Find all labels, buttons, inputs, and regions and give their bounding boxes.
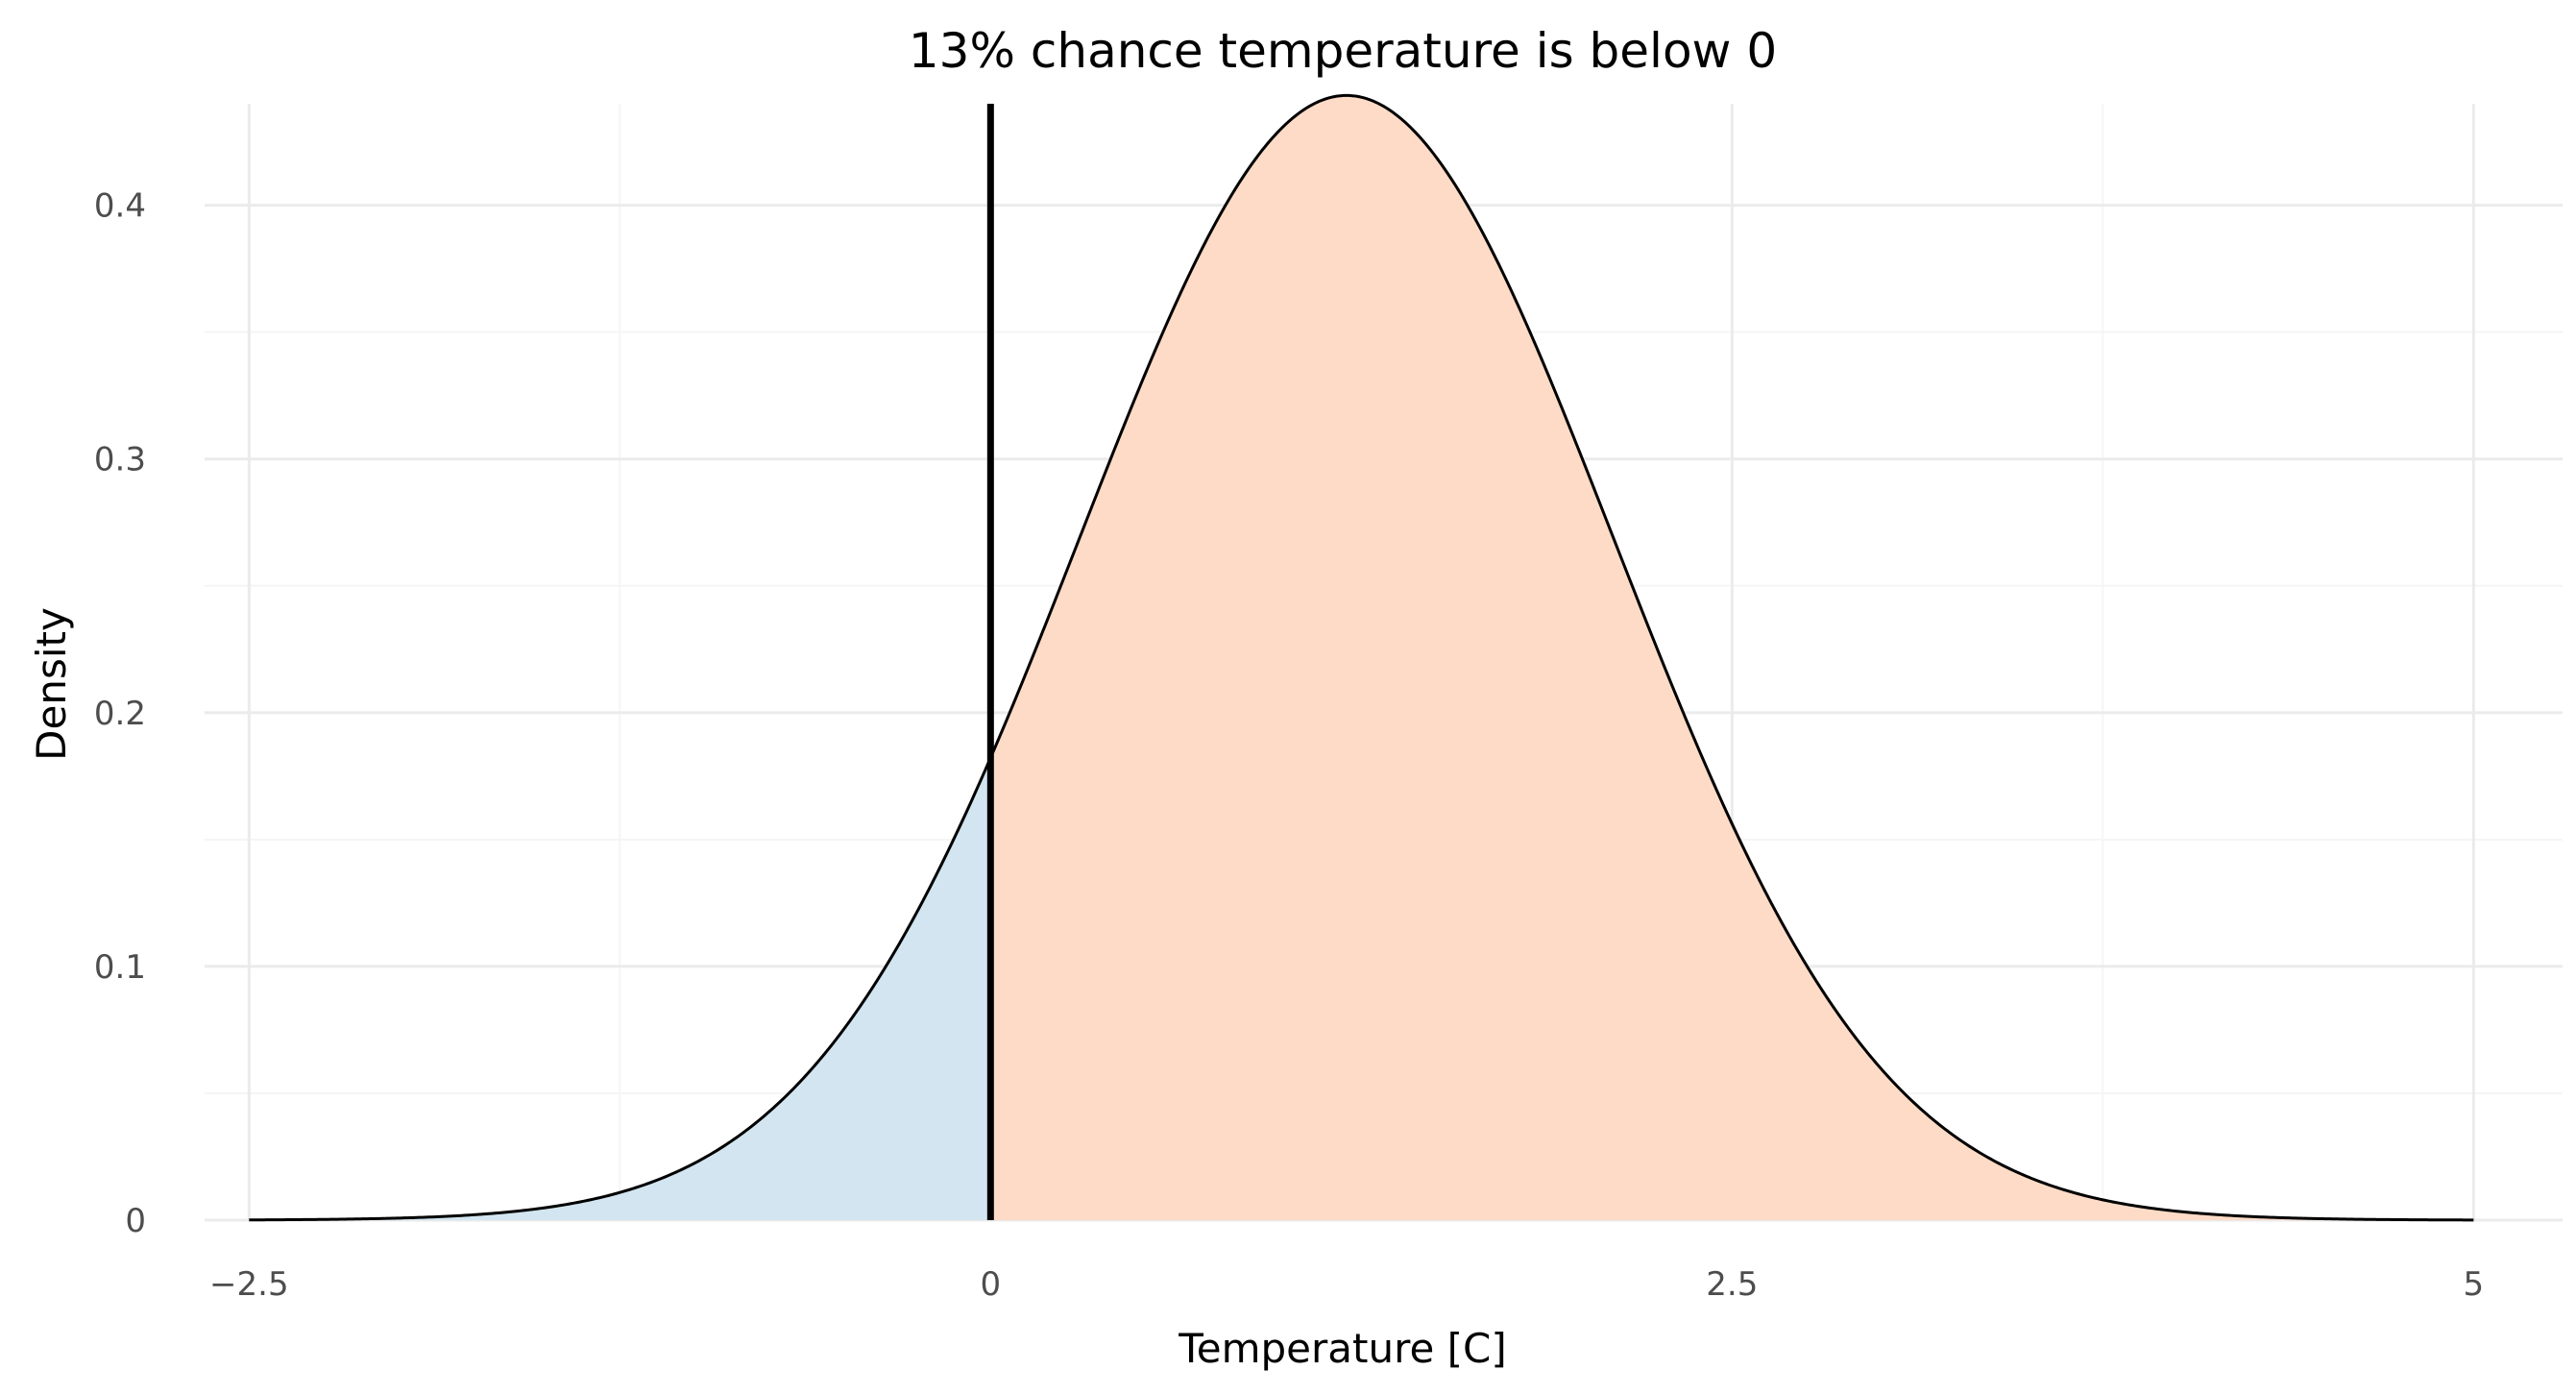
- y-tick-label: 0.4: [94, 187, 146, 226]
- area-above-threshold: [990, 95, 2474, 1221]
- y-tick-label: 0.2: [94, 695, 146, 733]
- y-axis-tick-labels: 0 0.1 0.2 0.3 0.4: [94, 187, 146, 1240]
- x-tick-label: −2.5: [209, 1265, 289, 1304]
- area-below-threshold: [249, 757, 991, 1220]
- y-tick-label: 0.3: [94, 441, 146, 479]
- y-axis-title: Density: [28, 607, 75, 761]
- y-tick-label: 0: [125, 1202, 146, 1240]
- density-curve: [249, 93, 2474, 1222]
- chart-title: 13% chance temperature is below 0: [909, 23, 1777, 79]
- x-axis-title: Temperature [C]: [1178, 1325, 1507, 1372]
- x-axis-tick-labels: −2.5 0 2.5 5: [209, 1265, 2484, 1304]
- y-tick-label: 0.1: [94, 948, 146, 987]
- x-tick-label: 0: [981, 1265, 1002, 1304]
- x-tick-label: 2.5: [1706, 1265, 1758, 1304]
- x-tick-label: 5: [2464, 1265, 2485, 1304]
